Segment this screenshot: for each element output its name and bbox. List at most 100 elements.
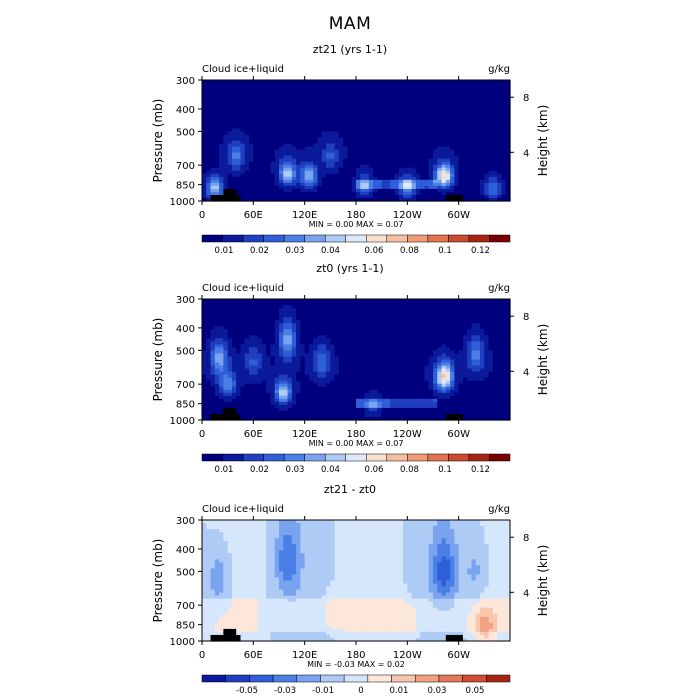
heatmap-cell bbox=[244, 167, 250, 172]
heatmap-cell bbox=[227, 353, 233, 358]
heatmap-cell bbox=[253, 116, 259, 120]
heatmap-cell bbox=[283, 119, 289, 123]
heatmap-cell bbox=[351, 413, 357, 418]
heatmap-cell bbox=[279, 170, 284, 175]
heatmap-cell bbox=[227, 170, 233, 175]
heatmap-cell bbox=[300, 314, 306, 318]
heatmap-cell bbox=[253, 134, 259, 139]
heatmap-cell bbox=[398, 191, 404, 196]
heatmap-cell bbox=[475, 98, 481, 102]
heatmap-cell bbox=[326, 410, 331, 415]
heatmap-cell bbox=[505, 122, 511, 126]
heatmap-cell bbox=[338, 164, 344, 169]
heatmap-cell bbox=[304, 128, 310, 133]
heatmap-cell bbox=[219, 311, 224, 315]
heatmap-cell bbox=[415, 380, 421, 385]
heatmap-cell bbox=[326, 110, 331, 114]
heatmap-cell bbox=[219, 329, 224, 333]
heatmap-cell bbox=[321, 329, 327, 333]
heatmap-cell bbox=[343, 407, 349, 412]
heatmap-cell bbox=[257, 176, 263, 181]
heatmap-cell bbox=[420, 104, 426, 108]
heatmap-cell bbox=[202, 185, 207, 190]
heatmap-cell bbox=[296, 191, 301, 196]
heatmap-cell bbox=[300, 116, 306, 120]
heatmap-cell bbox=[445, 152, 451, 157]
heatmap-cell bbox=[244, 398, 250, 403]
heatmap-cell bbox=[373, 323, 378, 327]
heatmap-cell bbox=[287, 302, 293, 306]
heatmap-cell bbox=[356, 305, 361, 309]
heatmap-cell bbox=[377, 305, 383, 309]
heatmap-cell bbox=[270, 350, 276, 355]
heatmap-cell bbox=[445, 185, 451, 190]
heatmap-cell bbox=[471, 89, 477, 93]
heatmap-cell bbox=[206, 80, 212, 84]
heatmap-cell bbox=[394, 377, 400, 382]
heatmap-cell bbox=[368, 347, 374, 352]
heatmap-cell bbox=[334, 389, 340, 394]
heatmap-cell bbox=[501, 128, 507, 133]
heatmap-cell bbox=[214, 401, 220, 406]
heatmap-cell bbox=[244, 191, 250, 196]
heatmap-cell bbox=[398, 182, 404, 187]
heatmap-cell bbox=[330, 410, 336, 415]
heatmap-cell bbox=[321, 197, 327, 202]
heatmap-cell bbox=[411, 392, 417, 397]
heatmap-cell bbox=[321, 407, 327, 412]
heatmap-cell bbox=[343, 413, 349, 418]
heatmap-cell bbox=[492, 158, 498, 163]
heatmap-cell bbox=[321, 386, 327, 391]
heatmap-cell bbox=[326, 161, 331, 166]
heatmap-cell bbox=[240, 182, 246, 187]
heatmap-cell bbox=[445, 110, 451, 114]
heatmap-cell bbox=[334, 338, 340, 342]
heatmap-cell bbox=[505, 95, 511, 99]
heatmap-cell bbox=[330, 158, 336, 163]
heatmap-cell bbox=[351, 317, 357, 321]
heatmap-cell bbox=[360, 86, 366, 90]
heatmap-cell bbox=[450, 149, 455, 154]
heatmap-cell bbox=[415, 299, 421, 303]
heatmap-cell bbox=[202, 140, 207, 145]
heatmap-cell bbox=[231, 152, 237, 157]
heatmap-cell bbox=[373, 332, 378, 336]
heatmap-cell bbox=[390, 398, 396, 403]
heatmap-cell bbox=[210, 332, 216, 336]
heatmap-cell bbox=[424, 122, 430, 126]
heatmap-cell bbox=[326, 401, 331, 406]
heatmap-cell bbox=[253, 314, 259, 318]
heatmap-cell bbox=[467, 140, 473, 145]
heatmap-cell bbox=[210, 380, 216, 385]
heatmap-cell bbox=[403, 374, 408, 379]
heatmap-cell bbox=[236, 107, 242, 111]
heatmap-cell bbox=[300, 407, 306, 412]
heatmap-cell bbox=[381, 350, 387, 355]
heatmap-cell bbox=[321, 128, 327, 133]
heatmap-cell bbox=[338, 113, 344, 117]
heatmap-cell bbox=[287, 299, 293, 303]
heatmap-cell bbox=[433, 164, 438, 169]
heatmap-cell bbox=[394, 347, 400, 352]
heatmap-cell bbox=[266, 335, 272, 339]
heatmap-cell bbox=[454, 146, 460, 151]
heatmap-cell bbox=[231, 149, 237, 154]
heatmap-cell bbox=[317, 101, 323, 105]
heatmap-cell bbox=[244, 356, 250, 361]
heatmap-cell bbox=[462, 107, 468, 111]
heatmap-cell bbox=[257, 191, 263, 196]
heatmap-cell bbox=[356, 413, 361, 418]
heatmap-cell bbox=[377, 80, 383, 84]
heatmap-cell bbox=[291, 302, 297, 306]
heatmap-cell bbox=[296, 371, 301, 376]
heatmap-cell bbox=[356, 176, 361, 181]
heatmap-cell bbox=[398, 92, 404, 96]
heatmap-cell bbox=[304, 374, 310, 379]
heatmap-cell bbox=[398, 368, 404, 373]
heatmap-cell bbox=[347, 191, 353, 196]
heatmap-cell bbox=[373, 134, 378, 139]
heatmap-cell bbox=[291, 332, 297, 336]
heatmap-cell bbox=[488, 104, 494, 108]
heatmap-cell bbox=[261, 143, 267, 148]
heatmap-cell bbox=[445, 155, 451, 160]
